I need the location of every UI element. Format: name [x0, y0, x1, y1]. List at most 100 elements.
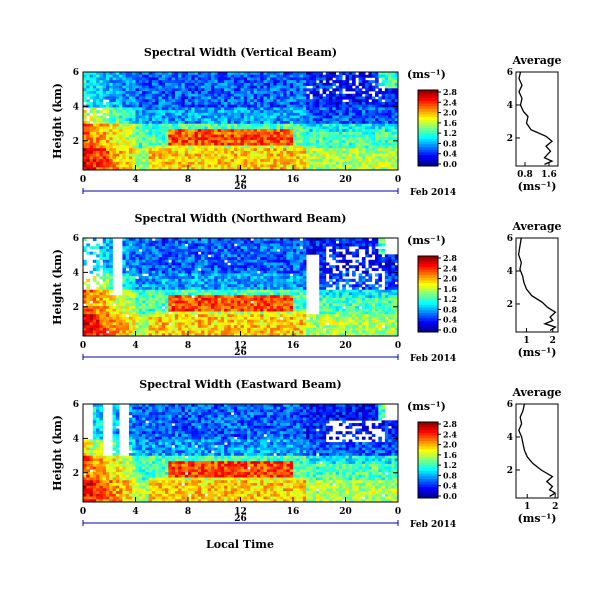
heatmap-cell [263, 129, 268, 133]
heatmap-cell [230, 240, 235, 244]
heatmap-cell [315, 156, 320, 160]
heatmap-cell [151, 112, 156, 116]
heatmap-cell [286, 115, 291, 119]
heatmap-cell [132, 303, 136, 307]
heatmap-cell [145, 276, 149, 280]
heatmap-cell [178, 93, 182, 97]
heatmap-cell [276, 101, 281, 106]
heatmap-cell [210, 153, 215, 157]
heatmap-cell [283, 131, 287, 135]
heatmap-cell [345, 107, 350, 111]
heatmap-cell [319, 129, 323, 133]
heatmap-cell [260, 101, 264, 106]
heatmap-cell [165, 273, 169, 277]
heatmap-cell [217, 251, 222, 255]
heatmap-cell [96, 246, 100, 250]
heatmap-cell [204, 99, 209, 103]
heatmap-cell [207, 308, 212, 312]
heatmap-cell [345, 150, 350, 155]
heatmap-cell [220, 142, 225, 146]
heatmap-cell [220, 121, 225, 125]
heatmap-cell [171, 99, 176, 103]
heatmap-cell [125, 99, 130, 103]
heatmap-cell [247, 153, 251, 157]
heatmap-cell [145, 306, 149, 310]
heatmap-cell [224, 306, 228, 310]
heatmap-cell [293, 129, 297, 133]
heatmap-cell [89, 72, 94, 76]
heatmap-cell [338, 115, 343, 119]
heatmap-cell [296, 150, 300, 155]
heatmap-cell [161, 243, 166, 247]
heatmap-cell [168, 297, 172, 301]
heatmap-cell [138, 85, 143, 89]
heatmap-cell [332, 140, 337, 144]
heatmap-cell [240, 82, 245, 86]
heatmap-cell [243, 72, 248, 76]
heatmap-cell [96, 72, 100, 76]
heatmap-cell [306, 80, 310, 84]
heatmap-cell [293, 74, 297, 78]
heatmap-cell [207, 238, 212, 242]
heatmap-cell [332, 161, 337, 165]
heatmap-cell [352, 99, 356, 103]
heatmap-cell [207, 96, 212, 100]
heatmap-cell [352, 112, 356, 116]
heatmap-cell [161, 303, 166, 307]
heatmap-cell [165, 265, 169, 269]
heatmap-cell [319, 159, 323, 163]
heatmap-cell [109, 167, 113, 171]
heatmap-cell [132, 333, 136, 337]
heatmap-cell [158, 96, 163, 100]
heatmap-cell [132, 77, 136, 81]
heatmap-cell [188, 243, 192, 247]
heatmap-cell [115, 96, 120, 100]
heatmap-cell [184, 281, 189, 285]
heatmap-cell [105, 140, 110, 144]
heatmap-cell [161, 300, 166, 304]
heatmap-cell [188, 333, 192, 337]
heatmap-cell [128, 330, 133, 334]
heatmap-cell [319, 148, 323, 152]
heatmap-cell [394, 74, 399, 78]
heatmap-cell [158, 115, 163, 119]
heatmap-cell [83, 262, 87, 266]
heatmap-cell [119, 148, 123, 152]
heatmap-cell [220, 77, 225, 81]
heatmap-cell [194, 267, 199, 272]
heatmap-cell [188, 248, 192, 252]
heatmap-cell [319, 150, 323, 155]
heatmap-cell [102, 153, 107, 157]
heatmap-cell [132, 243, 136, 247]
heatmap-cell [338, 88, 343, 92]
heatmap-cell [135, 284, 140, 288]
heatmap-cell [119, 80, 123, 84]
heatmap-cell [270, 72, 274, 76]
heatmap-cell [148, 246, 153, 250]
heatmap-cell [384, 96, 389, 100]
heatmap-cell [168, 314, 172, 318]
heatmap-cell [289, 93, 294, 97]
heatmap-cell [165, 306, 169, 310]
heatmap-cell [109, 330, 113, 334]
heatmap-cell [220, 134, 225, 138]
heatmap-cell [194, 292, 199, 296]
heatmap-cell [174, 289, 179, 293]
heatmap-cell [201, 248, 205, 252]
heatmap-cell [112, 91, 117, 95]
heatmap-cell [266, 80, 271, 84]
heatmap-cell [279, 164, 284, 168]
heatmap-cell [289, 80, 294, 84]
heatmap-cell [165, 93, 169, 97]
heatmap-cell [148, 270, 153, 274]
heatmap-cell [355, 110, 359, 114]
heatmap-cell [125, 327, 130, 331]
heatmap-cell [250, 142, 254, 146]
heatmap-cell [214, 167, 218, 171]
heatmap-cell [148, 159, 153, 163]
heatmap-cell [227, 289, 232, 293]
heatmap-cell [119, 126, 123, 130]
heatmap-cell [378, 161, 382, 165]
heatmap-cell [105, 148, 110, 152]
heatmap-cell [125, 240, 130, 244]
